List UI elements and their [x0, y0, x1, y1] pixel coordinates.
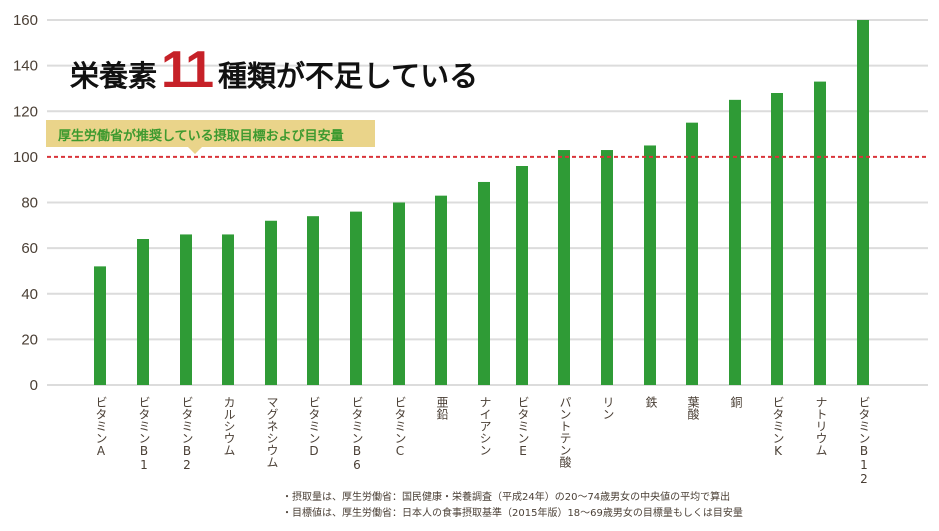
y-tick-label: 160 [13, 12, 38, 29]
bar [601, 150, 613, 385]
x-tick-label: ビタミンB1 [137, 396, 151, 472]
x-tick-label: ビタミンD [307, 396, 321, 458]
callout-text: 厚生労働省が推奨している摂取目標および目安量 [58, 129, 344, 144]
x-tick-label: ビタミンB2 [180, 396, 194, 472]
bar [350, 211, 362, 385]
callout-pointer [188, 147, 202, 154]
x-tick-label: ビタミンE [516, 396, 530, 458]
x-tick-label: ビタミンA [94, 396, 108, 458]
x-tick-label: 葉酸 [686, 396, 700, 420]
bar [307, 216, 319, 385]
x-tick-label: 亜鉛 [435, 396, 449, 420]
x-tick-label: ビタミンB6 [350, 396, 364, 472]
bar [393, 202, 405, 385]
y-tick-label: 40 [21, 286, 38, 303]
footnote: ・目標値は、厚生労働省：日本人の食事摂取基準（2015年版）18〜69歳男女の目… [282, 508, 743, 519]
chart-title: 栄養素 11 種類が不足している [70, 36, 478, 96]
title-prefix: 栄養素 [70, 59, 158, 93]
x-tick-label: ビタミンB12 [857, 396, 871, 486]
bar [435, 195, 447, 385]
y-tick-label: 80 [21, 195, 38, 212]
title-number: 11 [161, 41, 214, 99]
bar [729, 99, 741, 385]
bar [516, 166, 528, 385]
y-tick-label: 0 [30, 377, 38, 394]
title-suffix: 種類が不足している [218, 59, 479, 93]
bar [857, 20, 869, 385]
x-tick-label: リン [601, 396, 615, 420]
x-tick-label: パントテン酸 [558, 396, 572, 468]
x-tick-label: カルシウム [222, 396, 236, 456]
x-tick-label: マグネシウム [265, 396, 279, 468]
bar [265, 220, 277, 385]
x-tick-label: 銅 [729, 396, 743, 408]
bar [180, 234, 192, 385]
x-tick-label: ビタミンC [393, 396, 407, 458]
bar [558, 150, 570, 385]
bar [771, 93, 783, 385]
x-tick-label: ナイアシン [478, 396, 492, 456]
y-tick-label: 100 [13, 149, 38, 166]
bar [137, 239, 149, 385]
y-axis-ticks: 0 20 40 60 80 100 120 140 160 [13, 12, 38, 394]
y-tick-label: 140 [13, 58, 38, 75]
footnote: ・摂取量は、厚生労働省：国民健康・栄養調査（平成24年）の20〜74歳男女の中央… [282, 492, 731, 503]
x-tick-label: ビタミンK [771, 396, 785, 458]
x-tick-label: ナトリウム [814, 396, 828, 456]
footnotes: ・摂取量は、厚生労働省：国民健康・栄養調査（平成24年）の20〜74歳男女の中央… [282, 490, 743, 522]
reference-callout: 厚生労働省が推奨している摂取目標および目安量 [46, 120, 375, 154]
bar [686, 122, 698, 385]
x-tick-label: 鉄 [644, 396, 658, 408]
bar [222, 234, 234, 385]
y-tick-label: 60 [21, 240, 38, 257]
bar [814, 81, 826, 385]
bar [478, 181, 490, 385]
y-tick-label: 120 [13, 103, 38, 120]
y-tick-label: 20 [21, 331, 38, 348]
bar [644, 145, 656, 385]
bar [94, 266, 106, 385]
